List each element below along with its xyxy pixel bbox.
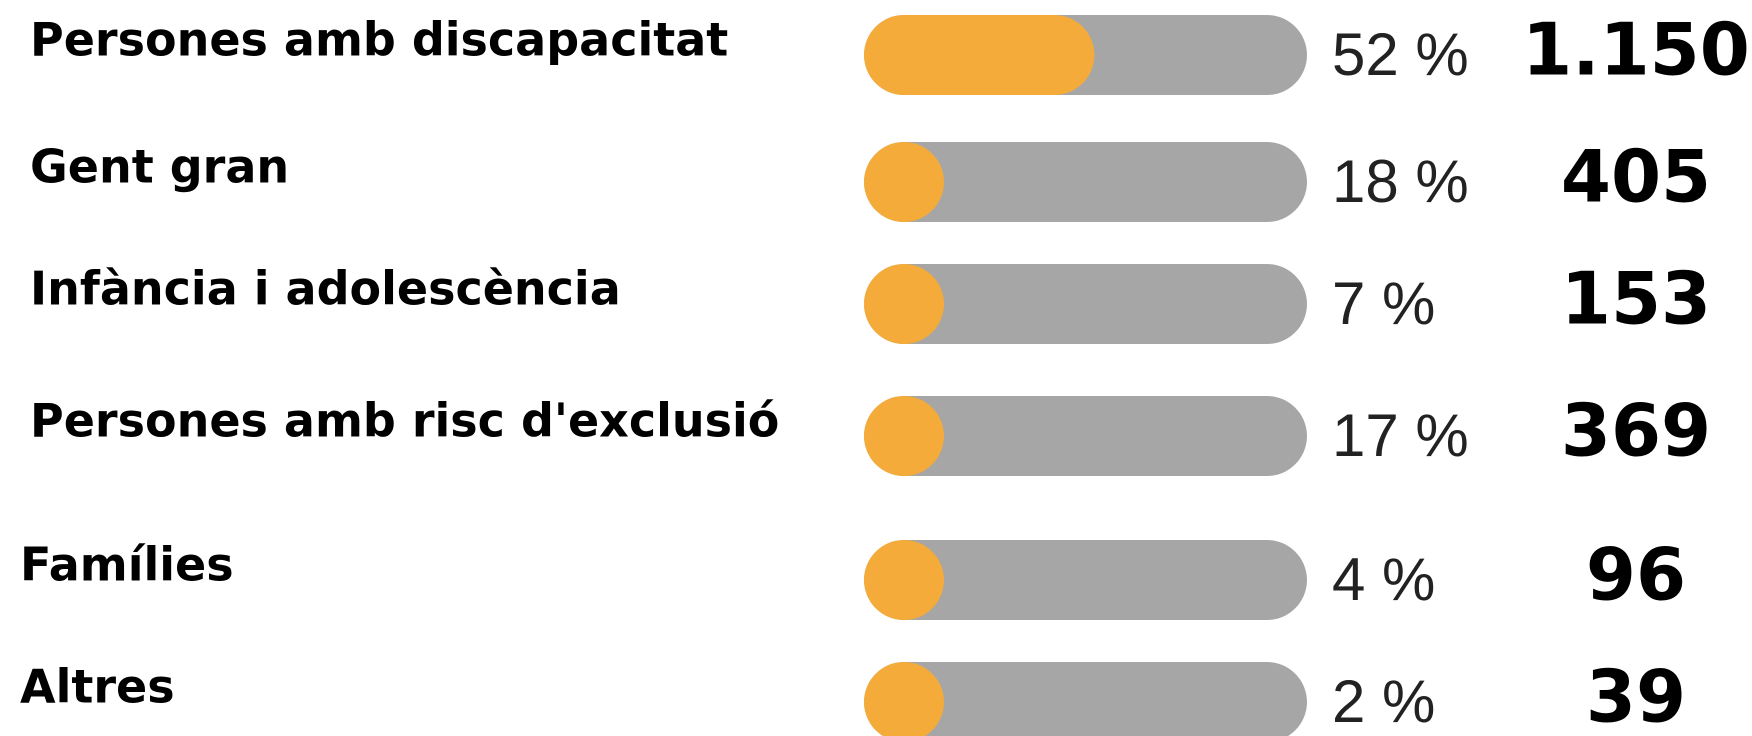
- count-label: 369: [1561, 389, 1711, 473]
- bar-track: [864, 540, 1307, 620]
- count-label: 153: [1561, 257, 1711, 341]
- bar-track: [864, 142, 1307, 222]
- percent-label: 2 %: [1332, 668, 1435, 735]
- category-label: Gent gran: [30, 140, 289, 194]
- bar-track: [864, 396, 1307, 476]
- percent-label: 4 %: [1332, 546, 1435, 613]
- percent-label: 52 %: [1332, 21, 1469, 88]
- bar: [864, 662, 944, 736]
- count-label: 1.150: [1522, 8, 1750, 92]
- category-label: Persones amb risc d'exclusió: [30, 394, 779, 448]
- category-label: Persones amb discapacitat: [30, 13, 728, 67]
- bar: [864, 15, 1095, 95]
- percent-label: 7 %: [1332, 270, 1435, 337]
- count-label: 96: [1586, 533, 1686, 617]
- bar-track: [864, 264, 1307, 344]
- count-label: 39: [1586, 655, 1686, 736]
- percent-label: 18 %: [1332, 148, 1469, 215]
- category-label: Altres: [20, 660, 175, 714]
- bar: [864, 540, 944, 620]
- category-label: Infància i adolescència: [30, 262, 621, 316]
- count-label: 405: [1561, 135, 1711, 219]
- bar-track: [864, 662, 1307, 736]
- category-label: Famílies: [20, 538, 234, 592]
- bar: [864, 142, 944, 222]
- bar: [864, 264, 944, 344]
- bar: [864, 396, 944, 476]
- percent-label: 17 %: [1332, 402, 1469, 469]
